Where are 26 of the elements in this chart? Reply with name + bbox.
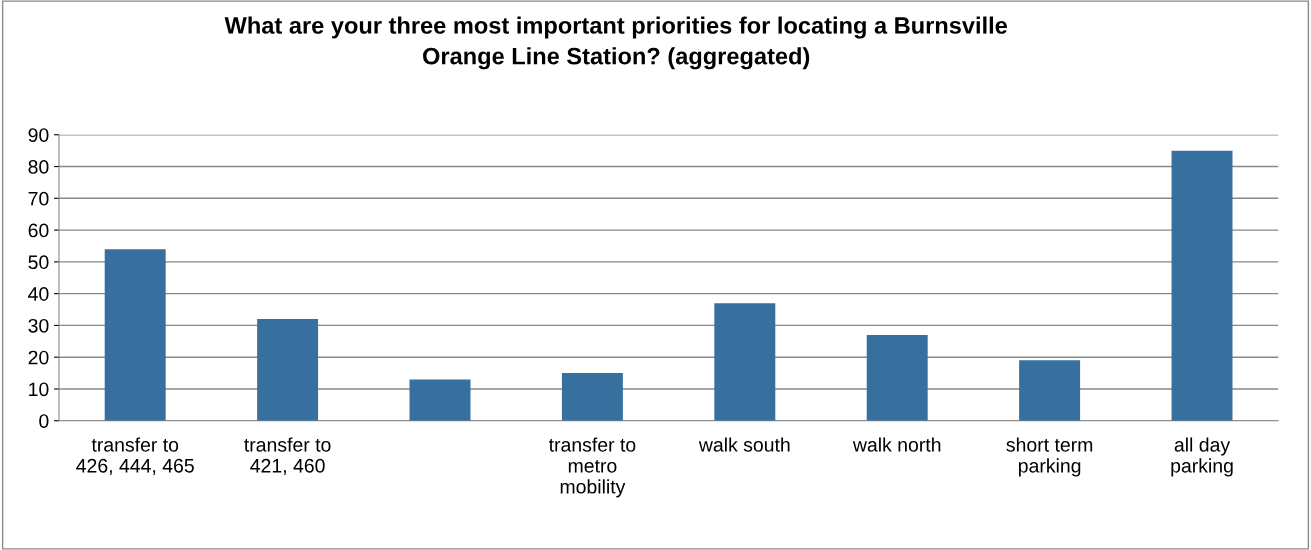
bar — [409, 379, 471, 421]
bar — [257, 319, 319, 421]
x-tick-label: short term parking — [1006, 437, 1093, 477]
bar — [1019, 360, 1081, 421]
y-tick-label: 10 — [29, 382, 49, 397]
bar — [104, 249, 166, 421]
y-tick-label: 0 — [39, 414, 49, 428]
y-tick-label: 30 — [28, 318, 49, 333]
y-tick-label: 90 — [28, 128, 49, 142]
x-tick-label: all day parking — [1171, 437, 1233, 477]
bar — [561, 373, 623, 421]
y-tick-label: 60 — [28, 223, 49, 238]
x-tick-label: transfer to metro mobility — [548, 437, 636, 498]
y-tick-label: 20 — [28, 350, 49, 365]
y-tick-label: 80 — [28, 160, 49, 174]
bar — [866, 334, 928, 421]
bar — [1171, 150, 1233, 421]
y-tick-label: 40 — [28, 287, 49, 301]
x-tick-label: walk south — [698, 437, 790, 452]
y-tick-label: 70 — [28, 191, 49, 206]
x-tick-label: walk north — [852, 437, 941, 452]
x-tick-label: transfer to 426, 444, 465 — [76, 437, 194, 475]
x-tick-label: transfer to 421, 460 — [244, 437, 331, 475]
bar — [714, 303, 776, 421]
chart-title: What are your three most important priorities for locating a Burnsville Orange Line Station? (aggregated) — [224, 16, 1008, 70]
y-tick-label: 50 — [28, 255, 49, 270]
